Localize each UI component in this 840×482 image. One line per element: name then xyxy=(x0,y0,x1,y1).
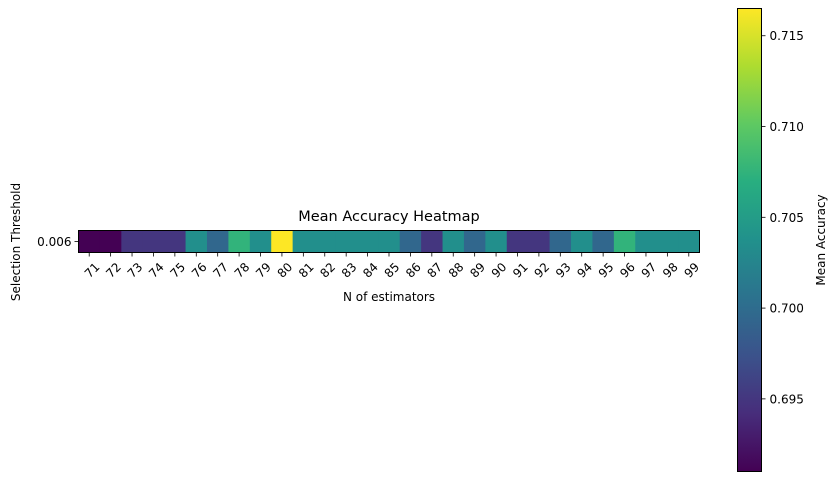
colorbar xyxy=(737,8,762,472)
x-tick-label: 98 xyxy=(660,260,681,281)
colorbar-tick-label: 0.705 xyxy=(770,211,804,225)
x-tick-label: 97 xyxy=(639,260,660,281)
heatmap-cell xyxy=(249,230,272,253)
heatmap-cell xyxy=(613,230,636,253)
heatmap-cell xyxy=(656,230,679,253)
chart-title: Mean Accuracy Heatmap xyxy=(298,209,480,225)
y-tick-label: 0.006 xyxy=(37,235,71,249)
heatmap-cell xyxy=(678,230,700,253)
x-tick-label: 77 xyxy=(210,260,231,281)
y-axis-label: Selection Threshold xyxy=(9,183,23,301)
heatmap-cell xyxy=(271,230,294,253)
colorbar-ticks: 0.695 0.700 0.705 0.710 0.715 xyxy=(761,29,804,406)
heatmap-cell xyxy=(506,230,529,253)
colorbar-tick-label: 0.695 xyxy=(770,392,804,406)
x-tick-label: 94 xyxy=(574,260,595,281)
heatmap-cell xyxy=(378,230,401,253)
heatmap-cell xyxy=(549,230,572,253)
heatmap-cell xyxy=(528,230,551,253)
heatmap-cell xyxy=(592,230,615,253)
x-tick-label: 92 xyxy=(532,260,553,281)
heatmap-cell xyxy=(228,230,251,253)
heatmap-cell xyxy=(142,230,165,253)
x-tick-label: 96 xyxy=(617,260,638,281)
x-tick-label: 79 xyxy=(253,260,274,281)
heatmap-cells xyxy=(78,230,700,253)
x-axis-ticks: 71 72 73 74 75 76 77 78 79 80 81 82 83 84 85 86 87 88 89 90… xyxy=(82,252,702,281)
colorbar-label: Mean Accuracy xyxy=(814,194,828,285)
heatmap-cell xyxy=(421,230,444,253)
x-tick-label: 83 xyxy=(339,260,360,281)
x-tick-label: 84 xyxy=(360,260,381,281)
x-axis-label: N of estimators xyxy=(343,290,435,304)
x-tick-label: 87 xyxy=(424,260,445,281)
heatmap-cell xyxy=(442,230,465,253)
x-tick-label: 71 xyxy=(82,260,103,281)
x-tick-label: 81 xyxy=(296,260,317,281)
heatmap-cell xyxy=(78,230,101,253)
heatmap-cell xyxy=(356,230,379,253)
heatmap-cell xyxy=(314,230,336,253)
x-tick-label: 74 xyxy=(146,260,167,281)
x-tick-label: 76 xyxy=(189,260,210,281)
colorbar-tick-label: 0.700 xyxy=(770,302,804,316)
heatmap-cell xyxy=(399,230,422,253)
x-tick-label: 89 xyxy=(467,260,488,281)
heatmap-cell xyxy=(463,230,486,253)
x-tick-label: 85 xyxy=(382,260,403,281)
heatmap-cell xyxy=(571,230,593,253)
x-tick-label: 73 xyxy=(125,260,146,281)
heatmap-cell xyxy=(635,230,658,253)
x-tick-label: 99 xyxy=(681,260,702,281)
x-tick-label: 82 xyxy=(317,260,338,281)
heatmap-cell xyxy=(292,230,315,253)
x-tick-label: 95 xyxy=(596,260,617,281)
heatmap-cell xyxy=(206,230,229,253)
x-tick-label: 75 xyxy=(167,260,188,281)
colorbar-tick-label: 0.715 xyxy=(770,29,804,43)
heatmap-cell xyxy=(99,230,122,253)
x-tick-label: 78 xyxy=(232,260,253,281)
y-axis-ticks: 0.006 xyxy=(37,235,79,249)
x-tick-label: 90 xyxy=(489,260,510,281)
colorbar-tick-label: 0.710 xyxy=(770,120,804,134)
x-tick-label: 91 xyxy=(510,260,531,281)
x-tick-label: 72 xyxy=(103,260,124,281)
heatmap-cell xyxy=(121,230,144,253)
x-tick-label: 86 xyxy=(403,260,424,281)
heatmap-cell xyxy=(485,230,508,253)
heatmap-cell xyxy=(164,230,187,253)
x-tick-label: 80 xyxy=(275,260,296,281)
heatmap-cell xyxy=(185,230,208,253)
x-tick-label: 93 xyxy=(553,260,574,281)
x-tick-label: 88 xyxy=(446,260,467,281)
heatmap-cell xyxy=(335,230,358,253)
